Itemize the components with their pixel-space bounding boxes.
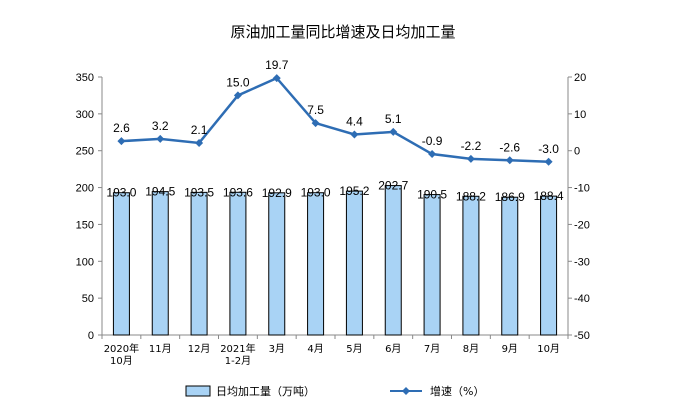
bar [151, 191, 169, 336]
y-left-tick-label: 350 [76, 72, 94, 84]
legend-line-marker [402, 387, 410, 395]
growth-point [544, 157, 553, 166]
x-tick-label: 7月 [424, 343, 440, 355]
line-value-label: -2.6 [499, 140, 520, 154]
growth-point [233, 91, 242, 100]
y-left-tick-label: 250 [76, 146, 94, 158]
bar [423, 194, 441, 336]
legend: 日均加工量（万吨） 增速（%） [185, 384, 484, 398]
line-value-label: -3.0 [538, 142, 559, 156]
bar [501, 196, 519, 336]
growth-point [428, 150, 437, 159]
bar [190, 191, 208, 336]
line-value-label: 4.4 [346, 114, 363, 128]
x-tick-label: 9月 [502, 343, 518, 355]
x-tick-label: 4月 [307, 343, 323, 355]
y-left-tick-label: 100 [76, 256, 94, 268]
y-left-tick-label: 300 [76, 109, 94, 121]
y-right-tick-label: 0 [574, 146, 580, 158]
bar-value-label: 188.4 [534, 189, 564, 203]
bar-value-label: 193.0 [301, 186, 331, 200]
line-series [117, 74, 553, 166]
line-value-label: 3.2 [152, 119, 169, 133]
y-left-tick-label: 200 [76, 183, 94, 195]
y-left-tick-label: 0 [88, 330, 94, 342]
bar-value-label: 193.0 [106, 186, 136, 200]
axes: 0 50 100 150 200 250 300 350 -50 -40 -30 -20 -10 0 10 2… [76, 72, 590, 367]
x-tick-label: 10月 [537, 343, 560, 355]
growth-point [195, 138, 204, 147]
bar-value-label: 202.7 [378, 179, 408, 193]
bar-value-label: 193.6 [223, 185, 253, 199]
bar [540, 195, 558, 336]
y-left-tick-label: 150 [76, 219, 94, 231]
y-left-tick-label: 50 [82, 293, 94, 305]
data-labels: 193.0 194.5 193.5 193.6 192.9 193.0 195.2 202.7… [106, 58, 564, 204]
bar [462, 195, 480, 336]
x-tick-label: 8月 [463, 343, 479, 355]
growth-point [505, 156, 514, 165]
bar-value-label: 193.5 [184, 185, 214, 199]
bar [345, 190, 363, 336]
x-tick-label: 6月 [385, 343, 401, 355]
y-right-tick-label: 10 [574, 109, 586, 121]
x-tick-label: 1-2月 [225, 355, 251, 367]
x-tick-label: 10月 [110, 355, 133, 367]
y-right-tick-label: 20 [574, 72, 586, 84]
growth-point [350, 130, 359, 139]
line-value-label: 2.6 [113, 121, 130, 135]
bars [112, 185, 558, 336]
legend-bar-label: 日均加工量（万吨） [216, 385, 315, 398]
growth-point [117, 137, 126, 146]
line-value-label: -2.2 [461, 139, 482, 153]
bar-value-label: 190.5 [417, 188, 447, 202]
legend-bar-swatch [185, 385, 211, 397]
bar [229, 191, 247, 336]
y-right-tick-label: -10 [574, 183, 590, 195]
line-value-label: 19.7 [265, 58, 289, 72]
x-tick-label: 2021年 [220, 342, 255, 355]
bar-value-label: 194.5 [145, 185, 175, 199]
bar [384, 185, 402, 336]
line-value-label: 15.0 [226, 75, 250, 89]
bar [112, 192, 130, 336]
y-right-tick-label: -20 [574, 219, 590, 231]
x-tick-label: 2020年 [104, 342, 139, 355]
bar-value-label: 192.9 [262, 186, 292, 200]
bar-value-label: 186.9 [495, 190, 525, 204]
bar-value-label: 195.2 [339, 184, 369, 198]
bar-value-label: 188.2 [456, 189, 486, 203]
growth-point [311, 119, 320, 128]
legend-line-label: 增速（%） [430, 384, 484, 398]
x-tick-label: 11月 [149, 343, 172, 355]
growth-point [272, 74, 281, 83]
bar [268, 192, 286, 336]
chart-title: 原油加工量同比增速及日均加工量 [230, 23, 455, 41]
growth-point [466, 154, 475, 163]
line-value-label: 5.1 [385, 112, 402, 126]
x-tick-label: 12月 [188, 343, 211, 355]
y-right-tick-label: -40 [574, 293, 590, 305]
growth-point [389, 127, 398, 136]
bar [307, 192, 325, 336]
y-right-tick-label: -30 [574, 256, 590, 268]
line-value-label: 2.1 [191, 123, 208, 137]
line-value-label: 7.5 [307, 103, 324, 117]
growth-point [156, 134, 165, 143]
line-value-label: -0.9 [422, 134, 443, 148]
x-tick-label: 5月 [346, 343, 362, 355]
x-tick-label: 3月 [269, 343, 285, 355]
growth-line [121, 76, 549, 164]
y-right-tick-label: -50 [574, 330, 590, 342]
